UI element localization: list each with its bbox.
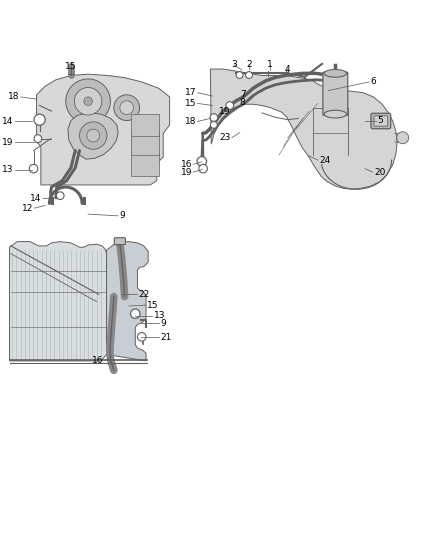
Circle shape (210, 122, 217, 128)
Text: 16: 16 (92, 357, 103, 366)
FancyBboxPatch shape (114, 238, 125, 245)
Text: 6: 6 (371, 77, 376, 86)
FancyBboxPatch shape (371, 113, 391, 128)
Circle shape (226, 102, 233, 109)
Text: 13: 13 (2, 165, 14, 174)
Circle shape (57, 192, 64, 199)
Circle shape (66, 79, 110, 124)
Circle shape (74, 87, 102, 115)
Text: 23: 23 (219, 133, 230, 142)
Text: 20: 20 (374, 167, 385, 176)
Text: 19: 19 (180, 167, 192, 176)
Circle shape (29, 164, 38, 173)
Polygon shape (36, 74, 170, 185)
Text: 14: 14 (3, 117, 14, 126)
Circle shape (246, 71, 252, 78)
Circle shape (120, 101, 134, 115)
Text: 1: 1 (267, 60, 272, 69)
Text: 15: 15 (185, 99, 196, 108)
Text: 16: 16 (180, 160, 192, 169)
Circle shape (138, 333, 146, 341)
Text: 3: 3 (231, 60, 237, 69)
Circle shape (79, 122, 107, 149)
Text: 14: 14 (30, 194, 42, 203)
Circle shape (114, 95, 140, 120)
Text: 4: 4 (285, 64, 290, 74)
Text: 18: 18 (185, 117, 196, 126)
Text: 9: 9 (120, 212, 125, 220)
Circle shape (197, 157, 207, 166)
Text: 9: 9 (160, 319, 166, 328)
Text: 13: 13 (154, 311, 165, 320)
Text: 12: 12 (22, 204, 33, 213)
Text: 2: 2 (246, 60, 252, 69)
Text: 19: 19 (219, 108, 230, 117)
Text: 7: 7 (240, 90, 246, 99)
Circle shape (34, 135, 42, 142)
Polygon shape (10, 241, 106, 361)
Ellipse shape (324, 69, 346, 77)
Text: 15: 15 (65, 62, 77, 71)
Bar (131, 131, 159, 155)
Polygon shape (210, 69, 397, 189)
Circle shape (131, 309, 140, 318)
Text: 21: 21 (160, 333, 172, 342)
Circle shape (210, 114, 218, 122)
Circle shape (397, 132, 409, 144)
Bar (131, 151, 159, 176)
Polygon shape (68, 113, 118, 159)
Text: 17: 17 (185, 88, 196, 97)
FancyBboxPatch shape (374, 116, 388, 126)
Text: 15: 15 (147, 301, 159, 310)
Circle shape (34, 114, 45, 125)
Text: 5: 5 (377, 116, 383, 125)
Ellipse shape (324, 110, 346, 118)
Text: 8: 8 (240, 98, 246, 107)
Text: 22: 22 (139, 290, 150, 299)
Bar (131, 114, 159, 135)
FancyBboxPatch shape (323, 72, 348, 116)
Circle shape (236, 71, 243, 78)
Text: 18: 18 (8, 92, 19, 101)
Text: 24: 24 (319, 156, 330, 165)
Circle shape (199, 164, 208, 173)
Polygon shape (106, 241, 148, 361)
Text: 19: 19 (2, 138, 14, 147)
Circle shape (87, 129, 100, 142)
Circle shape (84, 97, 92, 106)
